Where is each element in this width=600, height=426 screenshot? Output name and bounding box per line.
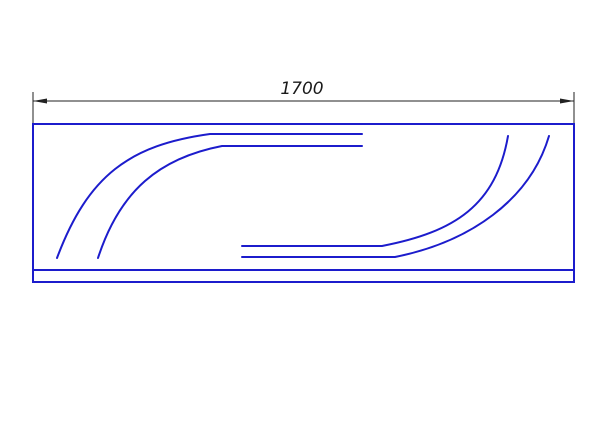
dimension-annotation: 1700 [32, 79, 575, 124]
panel-outline [32, 123, 575, 283]
right-groove-pair [241, 135, 550, 258]
arrowhead-right [560, 98, 574, 104]
left-groove-inner [97, 145, 363, 259]
dimension-label: 1700 [280, 79, 323, 99]
right-groove-lower [241, 135, 550, 258]
panel [32, 123, 575, 283]
arrowhead-left [33, 98, 47, 104]
right-groove-upper [241, 135, 509, 247]
left-groove-outer [56, 133, 363, 259]
left-groove-pair [56, 133, 363, 259]
